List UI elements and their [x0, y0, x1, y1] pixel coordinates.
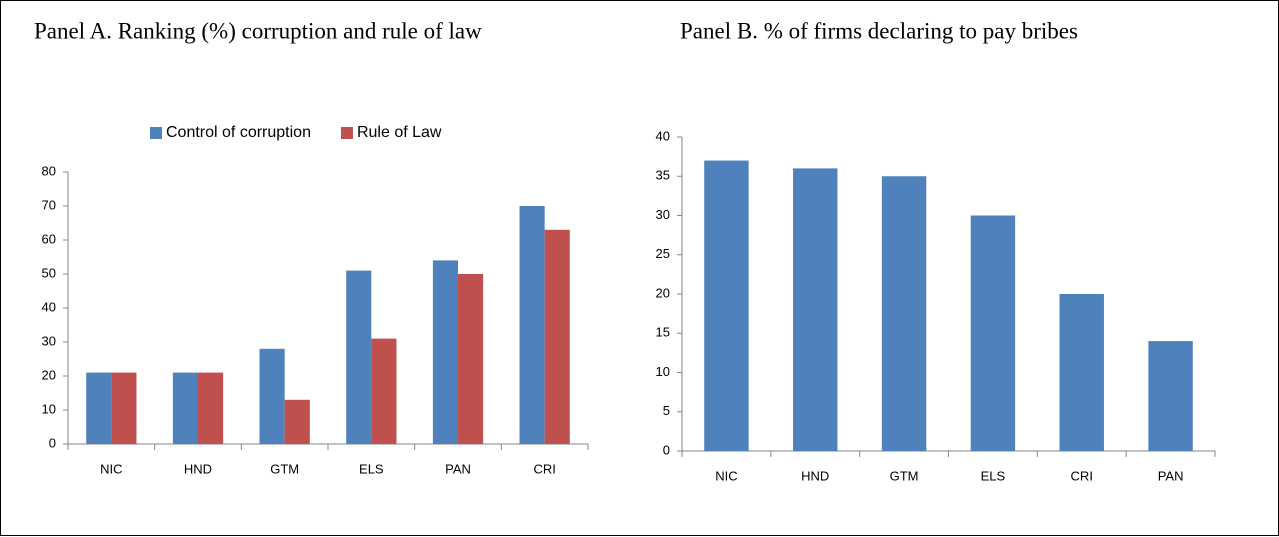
y-tick-label: 5 [663, 403, 670, 418]
legend-label: Rule of Law [357, 124, 442, 141]
bar [881, 176, 927, 451]
y-tick-label: 40 [656, 128, 670, 143]
x-tick-label: ELS [981, 468, 1006, 483]
y-tick-label: 15 [656, 325, 670, 340]
x-tick-label: PAN [1158, 468, 1184, 483]
y-tick-label: 10 [42, 401, 56, 416]
bar [1148, 341, 1193, 451]
bar [371, 338, 397, 444]
x-tick-label: NIC [715, 468, 737, 483]
bar [172, 372, 198, 444]
bar [544, 229, 570, 444]
y-tick-label: 0 [663, 442, 670, 457]
bar [198, 372, 224, 444]
y-tick-label: 35 [656, 168, 670, 183]
bar [284, 399, 310, 444]
legend-swatch [150, 127, 162, 139]
x-tick-label: CRI [533, 461, 555, 476]
bar [259, 348, 285, 444]
panel-title: Panel A. Ranking (%) corruption and rule… [34, 18, 482, 43]
bar [86, 372, 112, 444]
y-tick-label: 10 [656, 364, 670, 379]
x-tick-label: HND [801, 468, 829, 483]
panel-title: Panel B. % of firms declaring to pay bri… [680, 18, 1078, 43]
bar [519, 206, 545, 444]
bar [793, 168, 838, 451]
x-tick-label: NIC [100, 461, 122, 476]
legend-swatch [340, 127, 353, 139]
y-tick-label: 80 [42, 163, 56, 178]
bar [111, 372, 137, 444]
bar [346, 270, 372, 444]
x-tick-label: GTM [890, 468, 919, 483]
bar [458, 274, 484, 444]
y-tick-label: 30 [42, 333, 56, 348]
bar [432, 260, 458, 444]
y-tick-label: 40 [42, 299, 56, 314]
x-tick-label: ELS [359, 461, 384, 476]
x-tick-label: CRI [1071, 468, 1093, 483]
y-tick-label: 70 [42, 197, 56, 212]
y-tick-label: 30 [656, 207, 670, 222]
x-tick-label: GTM [270, 461, 299, 476]
y-tick-label: 20 [656, 285, 670, 300]
y-tick-label: 0 [49, 435, 56, 450]
x-tick-label: PAN [445, 461, 471, 476]
y-tick-label: 60 [42, 231, 56, 246]
legend-label: Control of corruption [166, 124, 311, 141]
y-tick-label: 20 [42, 367, 56, 382]
bar [704, 160, 749, 452]
y-tick-label: 50 [42, 265, 56, 280]
y-tick-label: 25 [656, 246, 670, 261]
x-tick-label: HND [184, 461, 212, 476]
bar [1059, 294, 1104, 451]
bar [970, 215, 1016, 451]
